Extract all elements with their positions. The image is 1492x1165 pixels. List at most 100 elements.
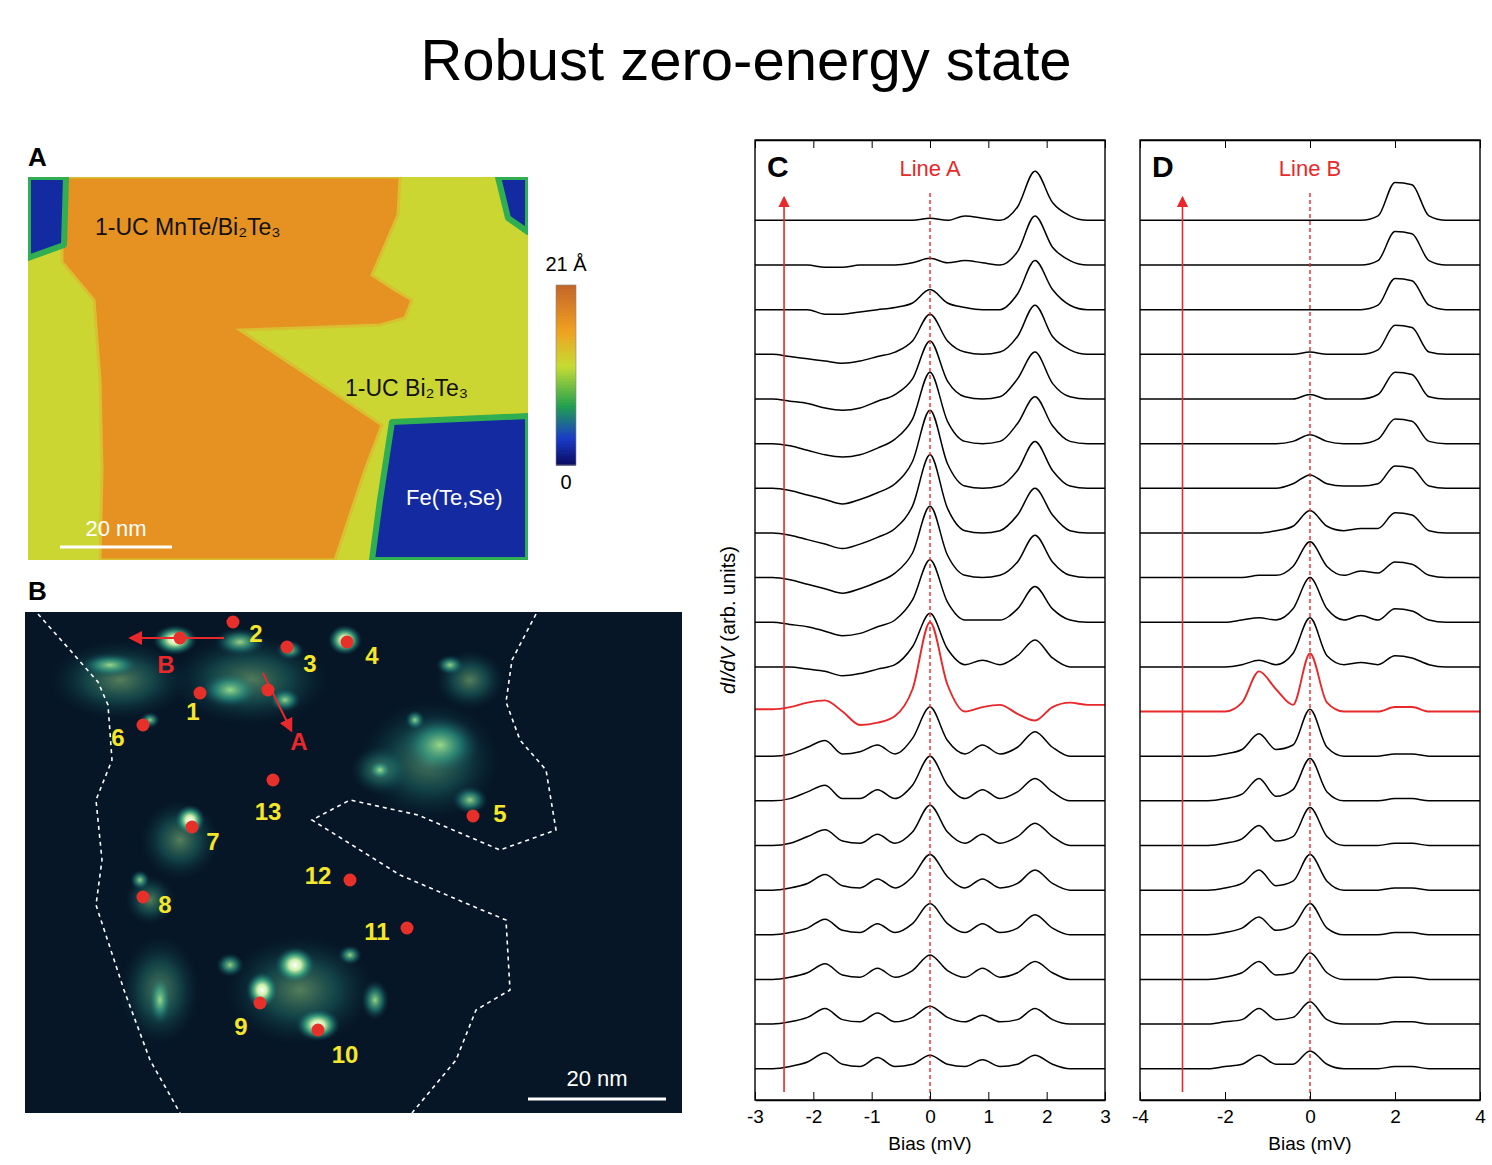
map-patch (225, 935, 375, 1045)
map-patch (140, 800, 220, 880)
x-tick-mark (1480, 140, 1481, 148)
direction-arrow (1182, 198, 1184, 1092)
y-axis-title: dI/dV (arb. units) (717, 546, 739, 694)
point-label: 12 (305, 862, 332, 889)
colorbar-frame (556, 285, 576, 465)
map-spot (361, 980, 389, 1020)
x-tick-mark (1480, 1092, 1481, 1100)
x-axis-title: Bias (mV) (1268, 1133, 1351, 1154)
x-axis-top (756, 140, 1106, 148)
x-tick (1480, 140, 1481, 148)
measure-point (186, 821, 199, 834)
line-cut-point (174, 632, 187, 645)
chart-title: Line A (899, 156, 960, 181)
region-label: 1-UC MnTe/Bi₂Te₃ (95, 214, 281, 240)
x-tick (1047, 140, 1048, 148)
plot-frame (755, 140, 1105, 1100)
x-tick: -1 (864, 1092, 881, 1127)
map-background (25, 612, 682, 1113)
point-label: 2 (249, 620, 262, 647)
map-spot (130, 870, 150, 890)
panel-letter: B (28, 576, 47, 606)
x-tick (1105, 140, 1106, 148)
point-label: 7 (206, 828, 219, 855)
x-tick (1140, 140, 1141, 148)
colorbar: 021 Å (545, 253, 587, 493)
region-bi2te3 (28, 177, 528, 560)
chart-title: Line B (1279, 156, 1341, 181)
region-mnte (62, 177, 412, 560)
x-tick: -3 (747, 1092, 764, 1127)
map-patch (120, 935, 200, 1045)
region-label: Fe(Te,Se) (406, 485, 503, 510)
point-label: 5 (493, 800, 506, 827)
x-tick-mark (1140, 140, 1141, 148)
region-label: 1-UC Bi₂Te₃ (345, 375, 468, 401)
measure-point (137, 891, 150, 904)
x-tick-mark (1225, 1092, 1226, 1100)
point-label: 6 (111, 724, 124, 751)
x-tick-mark (1047, 140, 1048, 148)
x-tick (988, 140, 989, 148)
x-tick (1310, 140, 1311, 148)
measure-point (401, 922, 414, 935)
x-tick-mark (1310, 1092, 1311, 1100)
x-tick: -2 (805, 1092, 822, 1127)
x-tick: 0 (925, 1092, 936, 1127)
map-spot (276, 640, 304, 660)
spectra-panel: -3-2-10123CLine ABias (mV)dI/dV (arb. un… (717, 140, 1111, 1154)
boundary-line (38, 614, 180, 1113)
map-spot (275, 947, 315, 983)
x-tick-mark (1140, 1092, 1141, 1100)
x-tick-label: 3 (1100, 1106, 1111, 1127)
x-tick: 2 (1042, 1092, 1053, 1127)
x-tick-mark (1395, 1092, 1396, 1100)
x-tick: 2 (1390, 1092, 1401, 1127)
x-tick-mark (813, 1092, 814, 1100)
x-tick-mark (872, 1092, 873, 1100)
x-tick-label: 2 (1390, 1106, 1401, 1127)
point-label: 9 (234, 1013, 247, 1040)
panel-letter: A (28, 142, 47, 172)
scale-bar (60, 546, 172, 549)
x-tick-mark (930, 1092, 931, 1100)
x-tick-mark (1047, 1092, 1048, 1100)
x-tick-label: -1 (864, 1106, 881, 1127)
scale-bar-label: 20 nm (566, 1066, 627, 1091)
panel-letter: D (1152, 150, 1174, 183)
x-tick-label: -2 (805, 1106, 822, 1127)
x-tick-mark (1310, 140, 1311, 148)
reference-line (1309, 190, 1310, 1100)
page-title: Robust zero-energy state (420, 27, 1071, 92)
map-patch (435, 650, 505, 710)
panel-letter: C (767, 150, 789, 183)
x-tick: 4 (1475, 1092, 1486, 1127)
map-spot (200, 672, 260, 708)
point-label: 10 (332, 1041, 359, 1068)
map-spot (368, 760, 392, 780)
x-tick (872, 140, 873, 148)
figure: Robust zero-energy state A 1-UC MnTe/Bi₂Te… (0, 0, 1492, 1165)
measure-point (467, 810, 480, 823)
x-axis-title: Bias (mV) (888, 1133, 971, 1154)
x-tick-mark (988, 140, 989, 148)
line-cut-point (262, 684, 275, 697)
x-tick-mark (813, 140, 814, 148)
reference-line (929, 190, 930, 1100)
x-axis: -3-2-10123 (747, 1092, 1111, 1127)
point-label: 8 (158, 891, 171, 918)
region-fetese (498, 177, 528, 232)
x-tick-label: -2 (1217, 1106, 1234, 1127)
spectrum (1140, 1051, 1480, 1069)
point-label: 1 (186, 698, 199, 725)
map-spot (405, 710, 425, 730)
measure-point (344, 874, 357, 887)
colorbar-tick-label: 0 (560, 471, 571, 493)
x-tick-mark (1225, 140, 1226, 148)
measure-point (267, 774, 280, 787)
map-spot (338, 945, 362, 965)
x-tick-mark (755, 140, 756, 148)
colorbar-cell (556, 285, 576, 289)
map-spot (328, 625, 362, 655)
x-tick (813, 140, 814, 148)
